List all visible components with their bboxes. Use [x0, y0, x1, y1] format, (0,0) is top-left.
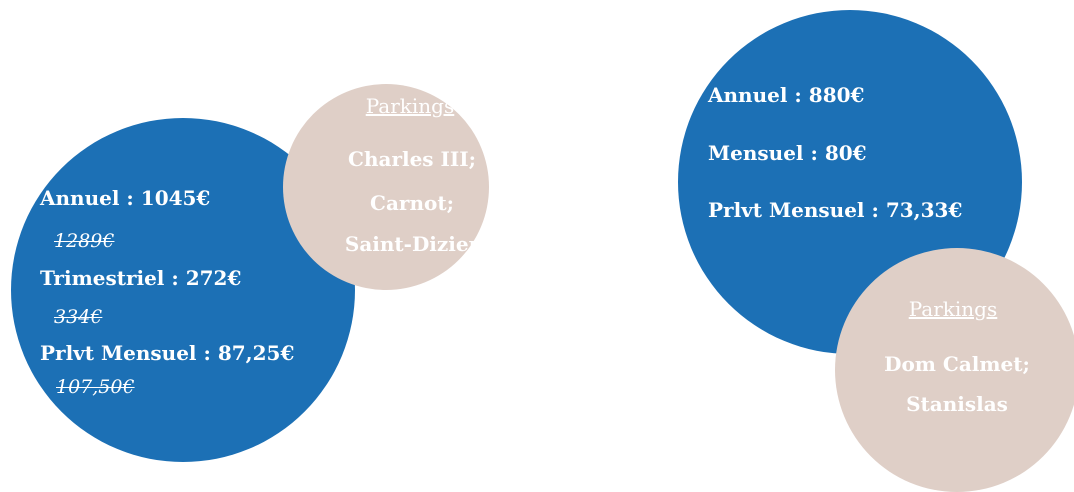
old-price: 107,50€: [56, 376, 135, 398]
price: Annuel : 1045€: [40, 186, 211, 210]
page: {"offers":[ {"prices":[ {"label":"Annuel…: [11, 10, 1074, 492]
old-price: 334€: [54, 306, 103, 328]
price: Prlvt Mensuel : 87,25€: [40, 341, 295, 365]
parking-circle: [835, 248, 1074, 492]
old-price: 1289€: [54, 230, 115, 252]
parking: Charles III;: [348, 147, 476, 171]
price: Prlvt Mensuel : 73,33€: [708, 198, 963, 222]
parking: Carnot;: [370, 191, 454, 215]
price: Mensuel : 80€: [708, 141, 867, 165]
price: Annuel : 880€: [708, 83, 865, 107]
price: Trimestriel : 272€: [40, 266, 242, 290]
parking: Saint-Dizier: [344, 232, 480, 256]
parking-circle: [283, 84, 489, 290]
parking: Stanislas: [906, 392, 1008, 416]
parking: Dom Calmet;: [884, 352, 1030, 376]
parkings-title: Parkings: [908, 297, 998, 321]
parkings-title: Parkings: [365, 94, 455, 118]
